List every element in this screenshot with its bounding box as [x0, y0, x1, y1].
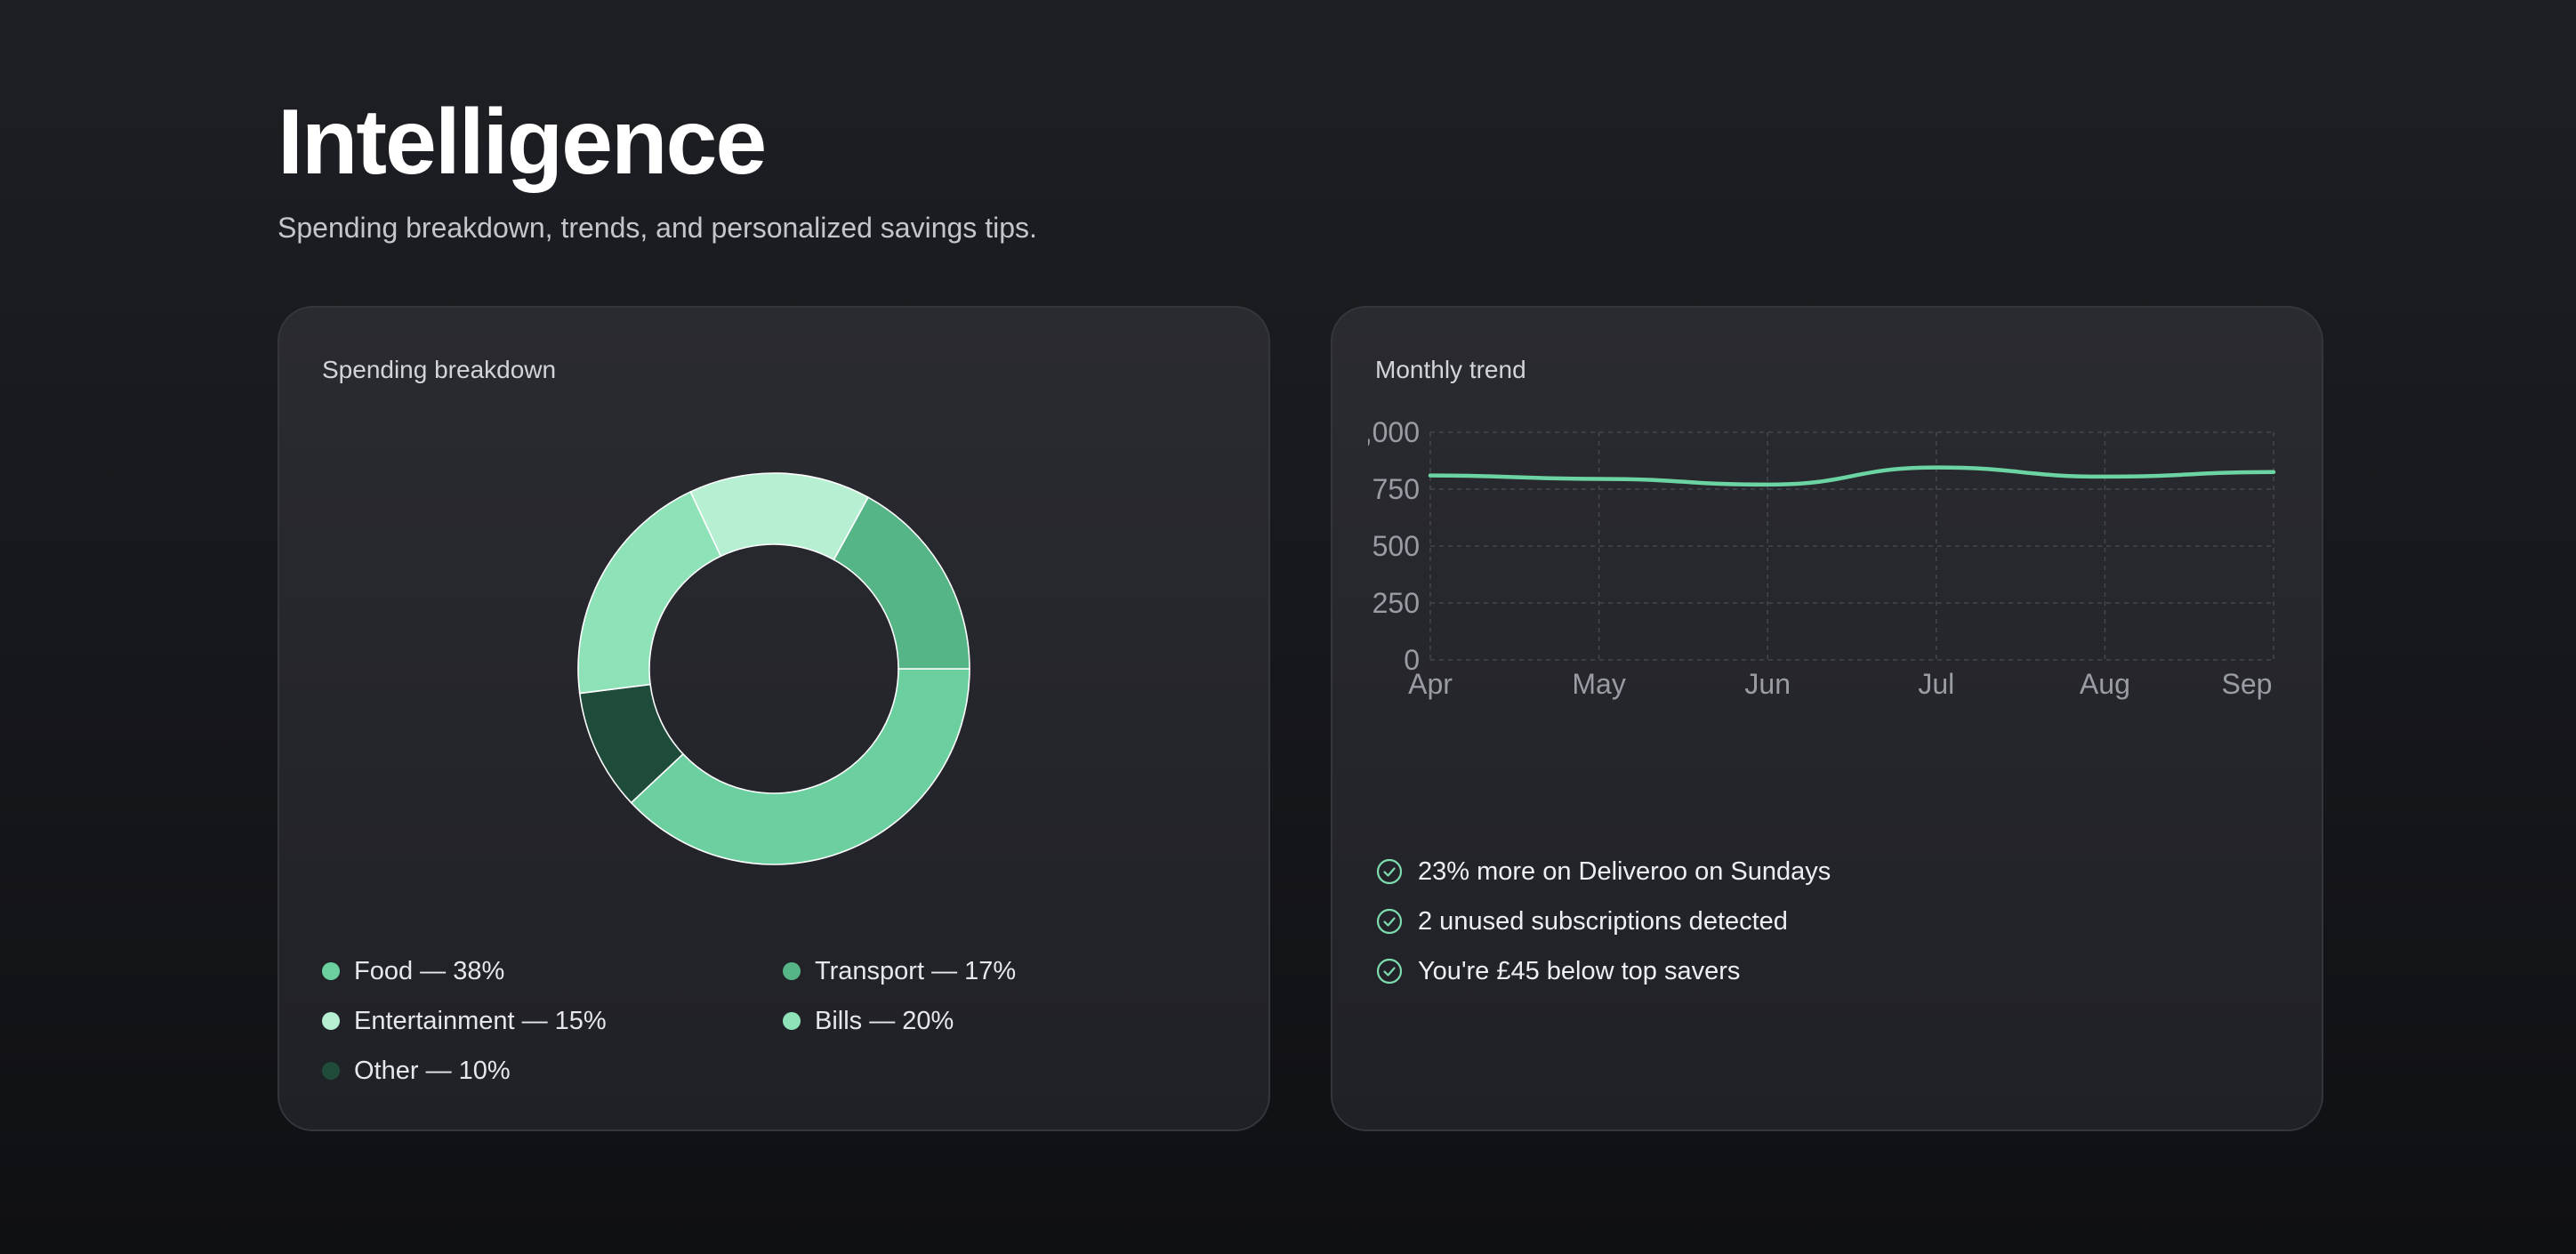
check-circle-icon [1376, 908, 1403, 935]
check-circle-icon [1376, 958, 1403, 985]
legend-item-other: Other — 10% [322, 1053, 783, 1089]
legend-dot [783, 962, 801, 980]
y-tick-label: 500 [1373, 530, 1420, 562]
donut-slice-transport[interactable] [833, 496, 970, 670]
trend-point[interactable] [1594, 473, 1605, 484]
legend-dot [783, 1012, 801, 1030]
legend-item-entertainment: Entertainment — 15% [322, 1003, 783, 1039]
chart-grid [1429, 431, 2274, 661]
spending-donut-chart [577, 472, 970, 865]
spending-breakdown-card: Spending breakdown Food — 38% Transport … [278, 306, 1270, 1131]
trend-point[interactable] [1425, 470, 1436, 481]
y-tick-label: 1,000 [1368, 416, 1420, 448]
x-tick-label: Sep [2222, 668, 2273, 700]
legend-label: Other — 10% [354, 1056, 511, 1085]
trend-line [1428, 465, 2276, 487]
page-title: Intelligence [278, 91, 767, 194]
legend-label: Bills — 20% [815, 1006, 954, 1035]
donut-slice-food[interactable] [630, 668, 970, 865]
check-circle-icon [1376, 858, 1403, 885]
y-tick-label: 250 [1373, 587, 1420, 619]
insight-item: 23% more on Deliveroo on Sundays [1375, 854, 2265, 889]
x-tick-label: Jul [1918, 668, 1954, 700]
legend-label: Transport — 17% [815, 956, 1017, 985]
trend-point[interactable] [2268, 467, 2279, 478]
insight-text: You're £45 below top savers [1418, 956, 1741, 985]
trend-point[interactable] [2099, 471, 2110, 482]
insight-item: 2 unused subscriptions detected [1375, 904, 2265, 939]
page-subtitle: Spending breakdown, trends, and personal… [278, 212, 1037, 244]
intelligence-page: Intelligence Spending breakdown, trends,… [278, 0, 2327, 1254]
x-tick-label: Aug [2080, 668, 2130, 700]
insights-list: 23% more on Deliveroo on Sundays 2 unuse… [1375, 854, 2265, 1003]
card-title: Spending breakdown [322, 356, 557, 383]
legend-item-food: Food — 38% [322, 953, 783, 989]
insight-text: 23% more on Deliveroo on Sundays [1418, 856, 1831, 886]
card-title: Monthly trend [1375, 356, 1526, 383]
donut-slice-bills[interactable] [577, 490, 722, 695]
legend-dot [322, 1012, 340, 1030]
x-tick-label: Jun [1744, 668, 1791, 700]
legend-label: Entertainment — 15% [354, 1006, 607, 1035]
insight-item: You're £45 below top savers [1375, 953, 2265, 989]
x-tick-label: May [1572, 668, 1625, 700]
legend-dot [322, 1062, 340, 1080]
y-tick-label: 750 [1373, 473, 1420, 505]
x-tick-label: Apr [1408, 668, 1453, 700]
trend-point[interactable] [1762, 479, 1773, 490]
legend-dot [322, 962, 340, 980]
legend-item-bills: Bills — 20% [783, 1003, 1228, 1039]
y-tick-label: 0 [1404, 644, 1420, 676]
chart-legend: Food — 38% Transport — 17% Entertainment… [322, 953, 1229, 1089]
legend-label: Food — 38% [354, 956, 505, 985]
insight-text: 2 unused subscriptions detected [1418, 906, 1788, 936]
legend-item-transport: Transport — 17% [783, 953, 1228, 989]
trend-point[interactable] [1931, 462, 1942, 473]
